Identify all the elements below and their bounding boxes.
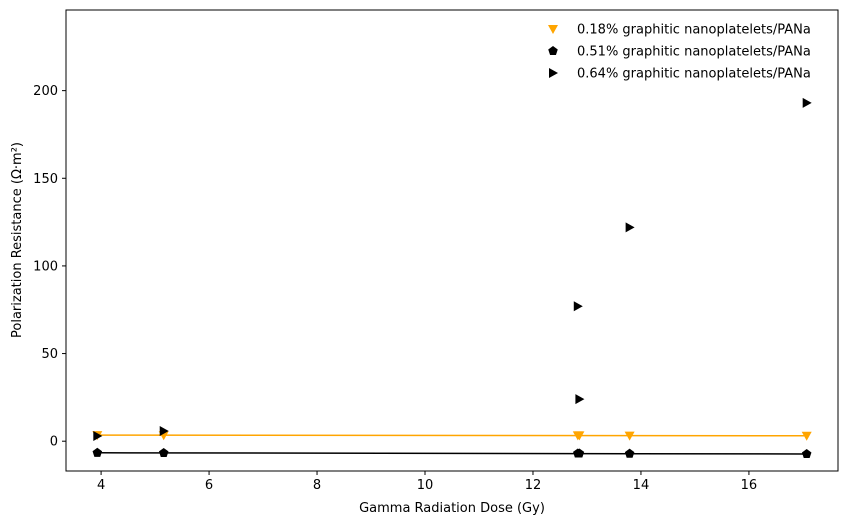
data-point-series-2 (158, 447, 169, 457)
x-tick-label: 8 (313, 478, 321, 493)
x-tick-label: 14 (633, 478, 650, 493)
y-tick-label: 200 (33, 84, 58, 99)
legend-label-series-3: 0.64% graphitic nanoplatelets/PANa (577, 67, 811, 82)
data-point-series-3 (93, 430, 103, 441)
x-tick-label: 4 (97, 478, 105, 493)
x-axis-ticks: 4 6 8 10 12 14 16 (97, 471, 757, 493)
trend-line-series-2 (97, 452, 807, 455)
y-tick-label: 0 (50, 435, 58, 450)
x-axis-label: Gamma Radiation Dose (Gy) (359, 501, 545, 516)
y-tick-label: 150 (33, 172, 58, 187)
data-point-series-2 (624, 448, 635, 458)
legend-marker-series-2 (548, 46, 558, 56)
data-point-series-1 (801, 431, 812, 441)
y-tick-label: 100 (33, 259, 58, 274)
legend-label-series-2: 0.51% graphitic nanoplatelets/PANa (577, 45, 811, 60)
y-tick-label: 50 (41, 347, 58, 362)
y-axis-ticks: 0 50 100 150 200 (33, 84, 66, 450)
data-point-series-2 (92, 447, 103, 457)
data-point-series-3 (159, 426, 169, 437)
data-point-series-1 (624, 431, 635, 441)
y-axis-label: Polarization Resistance (Ω·m²) (10, 142, 25, 338)
legend: 0.18% graphitic nanoplatelets/PANa 0.51% … (548, 23, 811, 82)
trend-lines (97, 434, 807, 455)
trend-line-series-1 (97, 434, 807, 437)
x-tick-label: 6 (205, 478, 213, 493)
x-tick-label: 16 (741, 478, 758, 493)
data-point-series-3 (575, 394, 585, 405)
data-point-series-3 (625, 222, 635, 233)
data-point-series-3 (802, 97, 812, 108)
legend-marker-series-1 (548, 25, 558, 34)
legend-label-series-1: 0.18% graphitic nanoplatelets/PANa (577, 23, 811, 38)
data-point-series-1 (574, 431, 585, 441)
x-tick-label: 10 (417, 478, 434, 493)
data-point-series-3 (573, 301, 583, 312)
plot-area (65, 9, 839, 472)
legend-marker-series-3 (549, 68, 558, 78)
data-point-series-2 (801, 449, 812, 459)
x-tick-label: 12 (525, 478, 542, 493)
data-markers (92, 97, 812, 459)
data-point-series-2 (574, 448, 585, 458)
